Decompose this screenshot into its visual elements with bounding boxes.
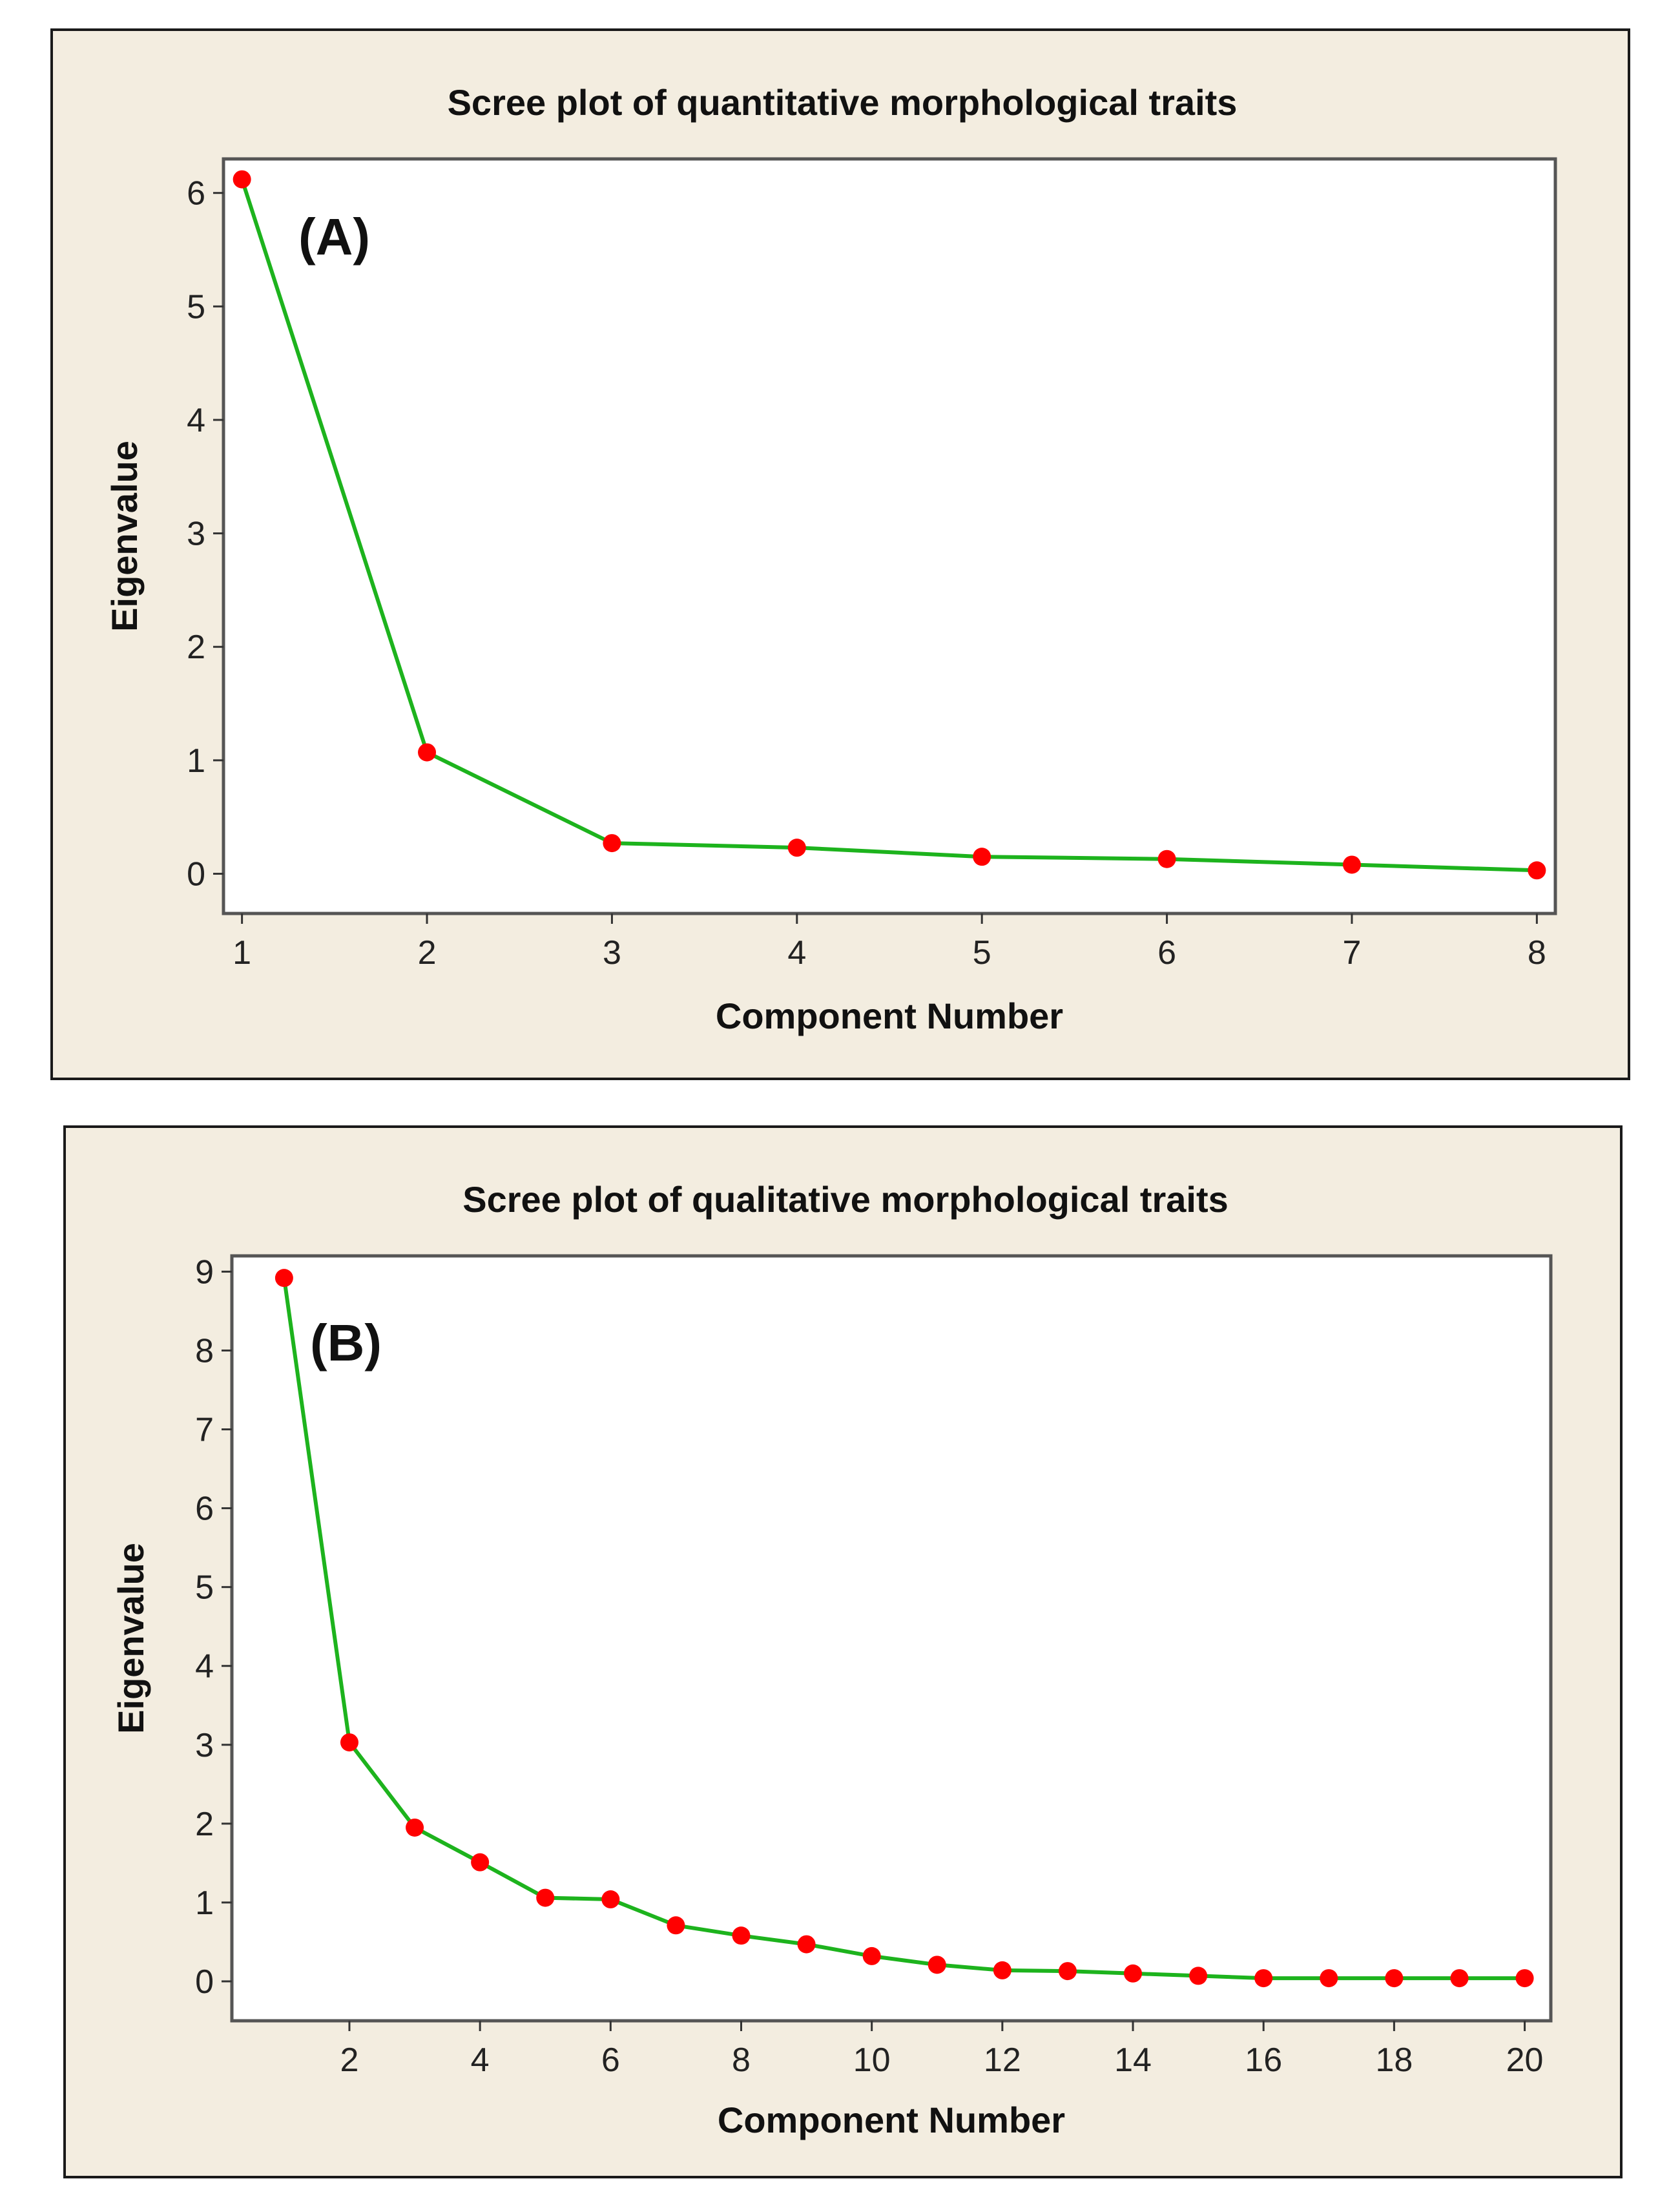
y-tick-label: 1 bbox=[187, 742, 205, 780]
data-point bbox=[418, 743, 437, 762]
x-tick-label: 10 bbox=[853, 2041, 891, 2079]
x-tick-label: 8 bbox=[1528, 934, 1546, 972]
data-point bbox=[1385, 1969, 1404, 1988]
data-point bbox=[862, 1946, 881, 1965]
data-point bbox=[340, 1733, 358, 1752]
data-point bbox=[1342, 855, 1361, 874]
chart-panel-b: Scree plot of qualitative morphological … bbox=[63, 1125, 1623, 2178]
y-tick-label: 4 bbox=[195, 1648, 214, 1685]
data-point bbox=[928, 1956, 946, 1974]
x-tick-label: 2 bbox=[418, 934, 437, 972]
data-point bbox=[406, 1818, 424, 1837]
y-tick-label: 2 bbox=[195, 1806, 214, 1843]
data-point bbox=[993, 1961, 1011, 1979]
data-point bbox=[601, 1890, 620, 1909]
y-tick-label: 2 bbox=[187, 629, 205, 666]
data-point bbox=[536, 1888, 555, 1907]
y-tick-label: 0 bbox=[195, 1963, 214, 2001]
data-point bbox=[275, 1269, 293, 1288]
data-point bbox=[1320, 1969, 1338, 1988]
data-point bbox=[1124, 1964, 1143, 1983]
data-point bbox=[1254, 1969, 1273, 1988]
data-point bbox=[1157, 850, 1176, 868]
panel-label: (A) bbox=[298, 208, 370, 266]
data-point bbox=[797, 1935, 816, 1954]
scree-plot-b: Scree plot of qualitative morphological … bbox=[110, 1179, 1553, 2140]
data-point bbox=[973, 848, 991, 866]
data-point bbox=[787, 839, 806, 857]
x-axis-label: Component Number bbox=[718, 2100, 1065, 2140]
x-tick-label: 12 bbox=[984, 2041, 1021, 2079]
x-tick-label: 16 bbox=[1245, 2041, 1282, 2079]
y-tick-label: 5 bbox=[195, 1569, 214, 1607]
x-tick-label: 1 bbox=[233, 934, 251, 972]
data-point bbox=[667, 1916, 685, 1935]
y-tick-label: 0 bbox=[187, 856, 205, 893]
data-point bbox=[603, 834, 621, 853]
x-tick-label: 7 bbox=[1343, 934, 1362, 972]
y-tick-label: 3 bbox=[195, 1727, 214, 1764]
plot-area bbox=[230, 1254, 1553, 2023]
y-tick-label: 7 bbox=[195, 1412, 214, 1449]
y-tick-label: 6 bbox=[187, 175, 205, 213]
x-tick-label: 4 bbox=[787, 934, 806, 972]
x-tick-label: 2 bbox=[340, 2041, 358, 2079]
y-tick-label: 9 bbox=[195, 1253, 214, 1291]
series-line bbox=[282, 1277, 1525, 1981]
panel-label: (B) bbox=[310, 1314, 382, 1372]
data-point bbox=[732, 1926, 751, 1945]
y-axis-label: Eigenvalue bbox=[110, 1543, 151, 1734]
x-tick-label: 5 bbox=[973, 934, 991, 972]
data-point bbox=[233, 170, 251, 189]
x-axis-label: Component Number bbox=[716, 996, 1063, 1036]
data-point bbox=[471, 1853, 490, 1872]
y-axis-label: Eigenvalue bbox=[104, 441, 145, 632]
data-point bbox=[1189, 1967, 1208, 1985]
y-tick-label: 8 bbox=[195, 1332, 214, 1370]
plot-area bbox=[222, 157, 1557, 915]
y-tick-label: 5 bbox=[187, 288, 205, 326]
scree-plot-a: Scree plot of quantitative morphological… bbox=[104, 82, 1557, 1036]
chart-title: Scree plot of quantitative morphological… bbox=[448, 82, 1238, 123]
x-tick-label: 6 bbox=[1157, 934, 1176, 972]
x-tick-label: 4 bbox=[471, 2041, 490, 2079]
y-tick-label: 6 bbox=[195, 1490, 214, 1528]
chart-title: Scree plot of qualitative morphological … bbox=[462, 1179, 1229, 1220]
x-tick-label: 8 bbox=[732, 2041, 751, 2079]
data-point bbox=[1450, 1969, 1469, 1988]
x-tick-label: 3 bbox=[603, 934, 621, 972]
x-tick-label: 18 bbox=[1375, 2041, 1413, 2079]
x-tick-label: 20 bbox=[1506, 2041, 1544, 2079]
chart-panel-a: Scree plot of quantitative morphological… bbox=[50, 28, 1630, 1080]
x-tick-label: 14 bbox=[1114, 2041, 1152, 2079]
data-point bbox=[1515, 1969, 1534, 1988]
y-tick-label: 1 bbox=[195, 1884, 214, 1922]
series-line bbox=[240, 178, 1537, 873]
data-point bbox=[1058, 1962, 1077, 1981]
x-tick-label: 6 bbox=[601, 2041, 620, 2079]
y-tick-label: 3 bbox=[187, 516, 205, 553]
y-tick-label: 4 bbox=[187, 402, 205, 439]
data-point bbox=[1528, 861, 1546, 880]
